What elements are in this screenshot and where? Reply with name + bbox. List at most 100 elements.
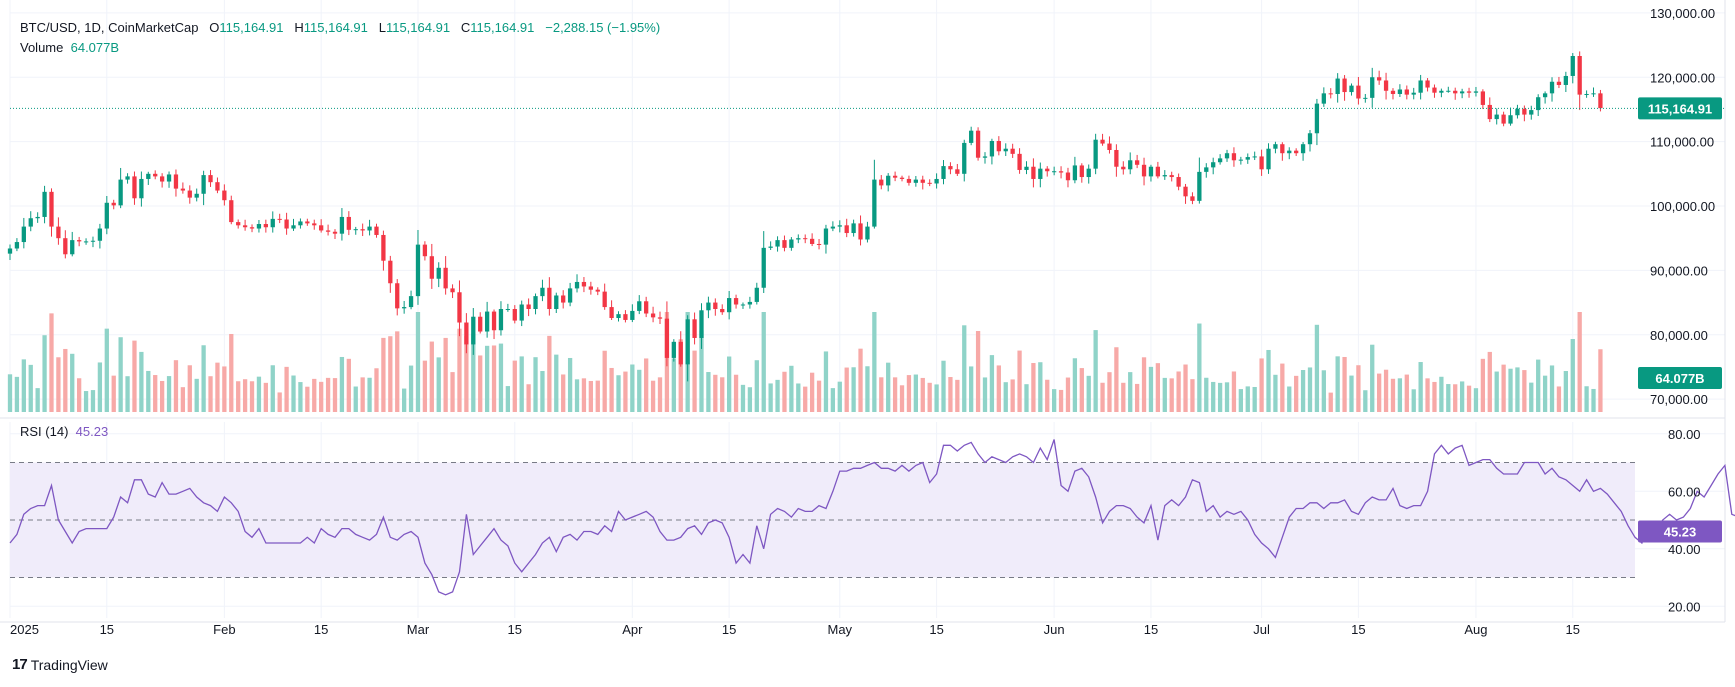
volume-bar: [1300, 370, 1306, 412]
volume-bar: [125, 376, 130, 412]
volume-bar: [1404, 374, 1409, 412]
volume-bar: [464, 336, 469, 412]
candle-body: [236, 222, 241, 226]
candle-body: [457, 292, 462, 323]
high-label: H: [294, 20, 304, 35]
candle-body: [1190, 196, 1195, 201]
volume-bar: [1584, 386, 1589, 412]
candle-body: [1342, 78, 1347, 93]
candle-body: [1542, 93, 1548, 98]
candle-body: [1494, 114, 1499, 120]
volume-bar: [1383, 369, 1389, 412]
volume-bar: [325, 377, 331, 412]
rsi-label[interactable]: RSI (14): [20, 424, 69, 439]
volume-bar: [581, 378, 587, 412]
rsi-axis[interactable]: 80.00 60.00 40.00 20.00: [1668, 427, 1701, 615]
rsi-tick-label: 20.00: [1668, 599, 1701, 614]
candle-body: [699, 310, 704, 338]
candle-body: [1169, 175, 1174, 178]
candle-body: [1266, 148, 1271, 170]
volume-bar: [1390, 378, 1396, 412]
volume-bar: [132, 340, 137, 412]
volume-bar: [761, 312, 766, 412]
candle-body: [42, 191, 47, 217]
candle-body: [1404, 89, 1409, 95]
candle-body: [1024, 166, 1029, 170]
volume-bar: [837, 381, 842, 412]
volume-bar: [14, 376, 20, 412]
volume-bar: [77, 378, 82, 412]
volume-bar: [1238, 389, 1243, 412]
volume-bar: [803, 386, 808, 412]
volume-bar: [346, 358, 351, 412]
candle-body: [975, 130, 981, 158]
volume-bar: [789, 365, 794, 412]
candle-body: [166, 174, 172, 182]
candle-body: [1176, 177, 1181, 187]
volume-bar: [602, 350, 607, 412]
candle-body: [1439, 90, 1444, 93]
candle-body: [727, 298, 732, 313]
candle-body: [837, 225, 842, 227]
candle-body: [678, 341, 683, 365]
time-tick-label: 15: [314, 622, 328, 637]
time-tick-label: Mar: [407, 622, 430, 637]
volume-label[interactable]: Volume: [20, 40, 64, 55]
candle-body: [332, 231, 338, 234]
candle-body: [554, 295, 559, 309]
candle-body: [789, 239, 794, 248]
volume-bar: [332, 378, 338, 412]
candle-body: [1107, 143, 1112, 150]
candle-body: [1031, 166, 1036, 179]
volume-bar: [1079, 368, 1084, 412]
candle-body: [208, 175, 213, 183]
symbol-title[interactable]: BTC/USD, 1D, CoinMarketCap: [20, 20, 199, 35]
volume-bar: [1065, 377, 1071, 412]
candle-body: [865, 226, 870, 240]
close-label: C: [460, 20, 471, 35]
candle-body: [899, 177, 905, 179]
volume-bar: [408, 365, 414, 412]
candle-body: [775, 240, 780, 247]
candle-body: [1591, 93, 1596, 95]
volume-bar: [498, 343, 504, 412]
candle-body: [1114, 149, 1119, 167]
time-tick-label: 15: [100, 622, 114, 637]
candle-body: [111, 202, 116, 206]
candle-body: [512, 309, 517, 321]
volume-bar: [567, 357, 573, 412]
price-tick-label: 70,000.00: [1650, 392, 1708, 407]
volume-bar: [886, 362, 891, 412]
candle-body: [519, 304, 524, 321]
last-price-badge-bg: [1638, 97, 1722, 120]
tradingview-name: TradingView: [30, 656, 108, 673]
candle-body: [139, 178, 144, 199]
candle-body: [56, 226, 61, 239]
volume-bar: [1577, 312, 1582, 412]
rsi-tick-label: 60.00: [1668, 484, 1701, 499]
volume-bar: [650, 380, 656, 412]
candle-body: [1563, 75, 1568, 85]
time-axis[interactable]: 2025 15 Feb 15 Mar 15 Apr 15 May 15 Jun 15 Jul 15 Aug 1…: [10, 622, 1580, 637]
candle-body: [388, 260, 393, 284]
candle-body: [70, 240, 75, 255]
volume-bar: [830, 388, 836, 412]
volume-bar: [7, 374, 13, 412]
candle-body: [740, 304, 746, 306]
candle-body: [242, 225, 248, 228]
volume-badge: 64.077B: [1655, 371, 1704, 386]
time-tick-label: 15: [1351, 622, 1365, 637]
candle-body: [1245, 157, 1250, 160]
volume-bar: [561, 374, 566, 412]
candles: [7, 51, 1603, 382]
volume-bar: [1411, 389, 1416, 412]
volume-bar: [1356, 365, 1361, 412]
volume-bar: [229, 333, 234, 412]
volume-bar: [969, 366, 974, 412]
candle-body: [1363, 97, 1368, 99]
tradingview-brand[interactable]: 17 TradingView: [12, 656, 108, 673]
candle-body: [1370, 77, 1375, 98]
price-axis[interactable]: 130,000.00 120,000.00 110,000.00 100,000.00…: [1638, 6, 1722, 543]
candle-body: [1038, 168, 1043, 179]
